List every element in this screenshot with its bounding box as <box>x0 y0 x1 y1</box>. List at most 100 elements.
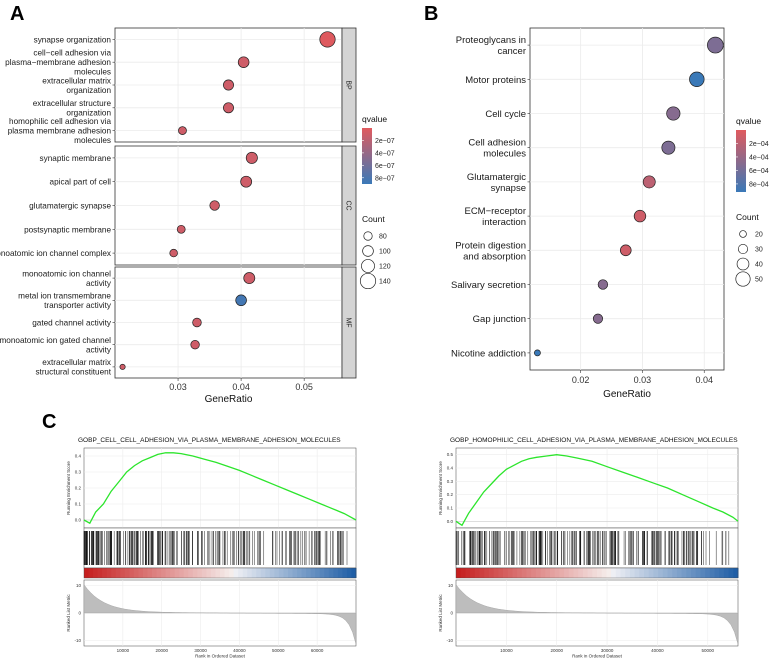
rank-heat-cell <box>179 568 185 578</box>
rank-heat-cell <box>265 568 271 578</box>
term-label: metal ion transmembrane <box>18 292 111 301</box>
term-label: Gap junction <box>473 314 526 325</box>
facet-strip-label: MF <box>345 317 352 327</box>
legend-size-tick: 50 <box>755 277 763 284</box>
rank-heat-cell <box>493 568 499 578</box>
rank-heat-cell <box>733 568 739 578</box>
term-label: cell−cell adhesion via <box>33 49 111 58</box>
rank-heat-cell <box>324 568 330 578</box>
rank-heat-cell <box>667 568 673 578</box>
dot-CC <box>176 224 186 234</box>
legend-size-dot <box>362 245 374 257</box>
term-label: molecules <box>483 149 526 160</box>
term-label: molecules <box>74 68 111 77</box>
es-tick-label: 0.3 <box>75 470 82 475</box>
rank-heat-cell <box>531 568 537 578</box>
term-label: glutamatergic synapse <box>29 202 111 211</box>
rank-heat-cell <box>115 568 121 578</box>
rank-heat-cell <box>288 568 294 578</box>
rank-heat-cell <box>346 568 352 578</box>
dot-kegg <box>666 106 681 121</box>
rank-heat-cell <box>601 568 607 578</box>
x-tick-label: 30000 <box>601 648 614 653</box>
rank-heat-cell <box>484 568 490 578</box>
legend-color-tick: 8e−04 <box>749 181 769 188</box>
legend-color-tick: 6e−07 <box>375 163 395 170</box>
es-panel <box>455 447 739 529</box>
x-tick-label: 60000 <box>311 648 324 653</box>
dot-kegg <box>597 279 609 290</box>
dot-BP <box>223 79 234 91</box>
es-axis-title: Running Enrichment Score <box>66 461 71 515</box>
rank-heat-cell <box>470 568 476 578</box>
term-label: extracellular structure <box>33 99 112 108</box>
metric-tick-label: 0 <box>78 611 81 616</box>
term-label: synapse organization <box>34 35 112 44</box>
rank-heat-cell <box>229 568 235 578</box>
x-tick-label: 50000 <box>272 648 285 653</box>
facet-strip <box>341 266 357 379</box>
rank-heat-cell <box>582 568 589 578</box>
rank-heat-cell <box>695 568 701 578</box>
es-tick-label: 0.2 <box>447 492 454 497</box>
term-label: cancer <box>497 46 526 57</box>
dot-kegg <box>661 140 676 155</box>
legend-size-tick: 140 <box>379 279 391 286</box>
rank-heat-cell <box>206 568 212 578</box>
x-axis-title: GeneRatio <box>205 394 253 405</box>
x-tick-label: 40000 <box>651 648 664 653</box>
legend-size-dot <box>361 259 375 273</box>
rank-heat-cell <box>333 568 339 578</box>
legend-size-tick: 80 <box>379 234 387 241</box>
rank-heat-cell <box>328 568 334 578</box>
rank-heat-cell <box>301 568 307 578</box>
rank-heat-cell <box>133 568 139 578</box>
dot-kegg <box>534 349 541 357</box>
x-tick-label: 0.03 <box>169 382 187 392</box>
rank-heat-cell <box>719 568 725 578</box>
rank-heat-cell <box>93 568 99 578</box>
rank-heat-cell <box>564 568 570 578</box>
rank-heat-cell <box>540 568 546 578</box>
term-label: transporter activity <box>44 301 112 310</box>
rank-heat-cell <box>606 568 612 578</box>
rank-heat-cell <box>106 568 112 578</box>
rank-heat-cell <box>138 568 144 578</box>
term-label: Motor proteins <box>465 75 526 86</box>
rank-heat-cell <box>161 568 167 578</box>
rank-heat-cell <box>507 568 513 578</box>
legend-size-dot <box>737 243 749 255</box>
rank-heat-cell <box>592 568 598 578</box>
rank-heat-cell <box>597 568 603 578</box>
dot-CC <box>169 248 178 258</box>
term-label: monoatomic ion gated channel <box>0 336 111 345</box>
dot-kegg <box>642 175 656 189</box>
es-curve <box>83 452 357 525</box>
rank-heat-cell <box>587 568 593 578</box>
rank-heat-cell <box>545 568 551 578</box>
term-label: Proteoglycans in <box>456 35 526 46</box>
es-tick-label: 0.0 <box>447 519 454 524</box>
rank-heat-cell <box>672 568 678 578</box>
term-label: Cell cycle <box>485 109 526 120</box>
gsea-title: GOBP_CELL_CELL_ADHESION_VIA_PLASMA_MEMBR… <box>78 437 341 444</box>
dot-BP <box>319 31 336 48</box>
rank-heat-cell <box>120 568 126 578</box>
es-tick-label: 0.1 <box>75 502 82 507</box>
es-tick-label: 0.4 <box>75 454 82 459</box>
dot-MF <box>190 340 200 350</box>
dot-CC <box>240 175 253 188</box>
x-tick-label: 40000 <box>233 648 246 653</box>
term-label: monoatomic ion channel <box>22 269 111 278</box>
term-label: and absorption <box>463 251 526 262</box>
rank-heat-cell <box>653 568 659 578</box>
term-label: Protein digestion <box>455 240 526 251</box>
x-tick-label: 20000 <box>155 648 168 653</box>
rank-heat-cell <box>124 568 130 578</box>
rank-heat-cell <box>147 568 153 578</box>
rank-heat-cell <box>705 568 711 578</box>
rank-heat-cell <box>188 568 194 578</box>
rank-heat-cell <box>256 568 262 578</box>
rank-heat-cell <box>681 568 687 578</box>
